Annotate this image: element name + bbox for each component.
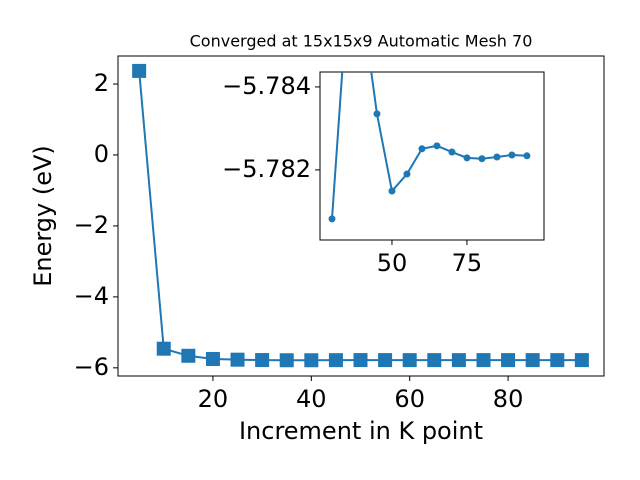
data-point [451, 353, 466, 368]
data-point [304, 353, 319, 368]
y-tick-label: −6 [74, 353, 109, 381]
data-point [478, 155, 486, 163]
data-point [433, 142, 441, 150]
data-point [205, 351, 220, 366]
data-point [378, 353, 393, 368]
y-tick-label: −2 [74, 211, 109, 239]
y-tick-label: −5.784 [222, 72, 311, 100]
chart-title: Converged at 15x15x9 Automatic Mesh 70 [190, 32, 533, 51]
y-tick-label: 0 [94, 140, 109, 168]
data-point [156, 341, 171, 356]
data-point [388, 187, 396, 195]
data-point [523, 152, 531, 160]
data-point [448, 148, 456, 156]
x-tick-label: 40 [296, 385, 327, 413]
x-tick-label: 75 [452, 249, 483, 277]
y-tick-label: −4 [74, 282, 109, 310]
data-point [508, 151, 516, 159]
y-axis-label: Energy (eV) [29, 145, 57, 287]
data-point [279, 353, 294, 368]
data-point [181, 348, 196, 363]
data-point [574, 353, 589, 368]
data-point [353, 353, 368, 368]
data-point [403, 170, 411, 178]
y-tick-label: 2 [94, 69, 109, 97]
series-group [132, 63, 589, 368]
data-point [373, 110, 381, 118]
data-point [501, 353, 516, 368]
x-tick-label: 50 [377, 249, 408, 277]
series-group [328, 72, 531, 223]
x-tick-label: 20 [198, 385, 229, 413]
data-point [328, 215, 336, 223]
data-point [132, 63, 147, 78]
data-point [427, 353, 442, 368]
x-axis-label: Increment in K point [239, 417, 483, 445]
y-tick-label: −5.782 [222, 155, 311, 183]
data-point [476, 353, 491, 368]
data-point [550, 353, 565, 368]
data-point [402, 353, 417, 368]
x-tick-label: 60 [394, 385, 425, 413]
data-point [493, 153, 501, 161]
data-point [418, 145, 426, 153]
data-point [525, 353, 540, 368]
data-point [255, 353, 270, 368]
data-point [463, 154, 471, 162]
data-point [230, 352, 245, 367]
data-point [328, 353, 343, 368]
x-tick-label: 80 [493, 385, 524, 413]
